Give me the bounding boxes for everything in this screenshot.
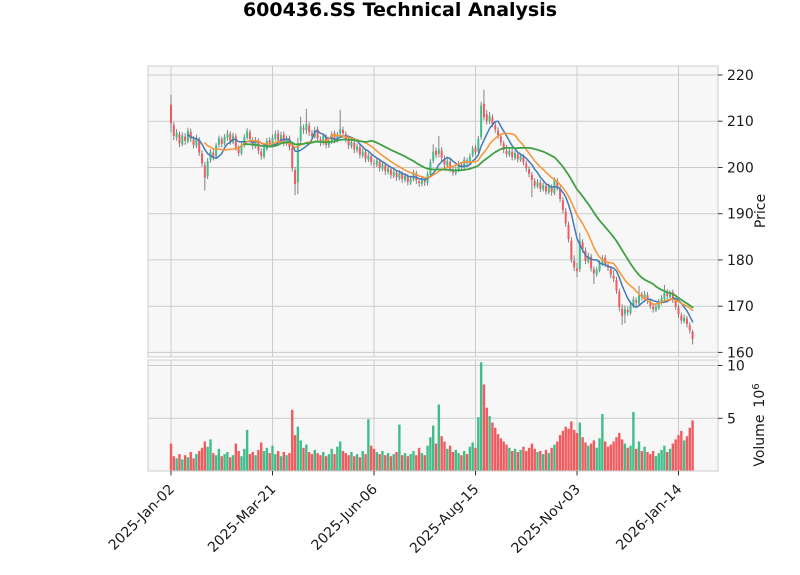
tick-marks <box>170 74 723 476</box>
x-tick-label: 2025-Mar-21 <box>205 482 279 556</box>
volume-axis-label: Volume 106 <box>751 383 768 466</box>
volume-tick-label: 10 <box>727 359 745 375</box>
price-axis-label: Price <box>753 194 769 228</box>
x-tick-label: 2025-Aug-15 <box>407 482 482 557</box>
price-tick-label: 220 <box>727 68 754 84</box>
volume-tick-label: 5 <box>727 411 736 427</box>
x-tick-label: 2025-Jan-02 <box>106 482 178 554</box>
x-tick-label: 2026-Jan-14 <box>613 481 685 553</box>
volume-axis-label-text: Volume <box>752 415 768 467</box>
price-panel-border <box>147 65 719 358</box>
volume-panel-border <box>147 359 719 472</box>
price-tick-label: 170 <box>727 299 754 315</box>
price-tick-label: 200 <box>727 161 754 177</box>
ma-short-line <box>187 120 694 323</box>
price-tick-label: 190 <box>727 207 754 223</box>
price-tick-label: 210 <box>727 114 754 130</box>
volume-axis-unit-exponent: 6 <box>751 383 762 389</box>
volume-axis-unit-base: 10 <box>752 390 768 408</box>
ma-long-line <box>243 138 694 309</box>
chart-render-root: 160 170 180 190 200 210 220 5 10 2025-Jan-02 2025-… <box>106 65 754 557</box>
price-tick-label: 160 <box>727 345 754 361</box>
chart-title: 600436.SS Technical Analysis <box>243 0 557 21</box>
x-tick-label: 2025-Nov-03 <box>509 482 584 557</box>
x-tick-label: 2025-Jun-06 <box>309 481 381 553</box>
volume-bars-layer <box>169 362 694 471</box>
price-panel-bg <box>148 66 718 357</box>
price-tick-label: 180 <box>727 253 754 269</box>
